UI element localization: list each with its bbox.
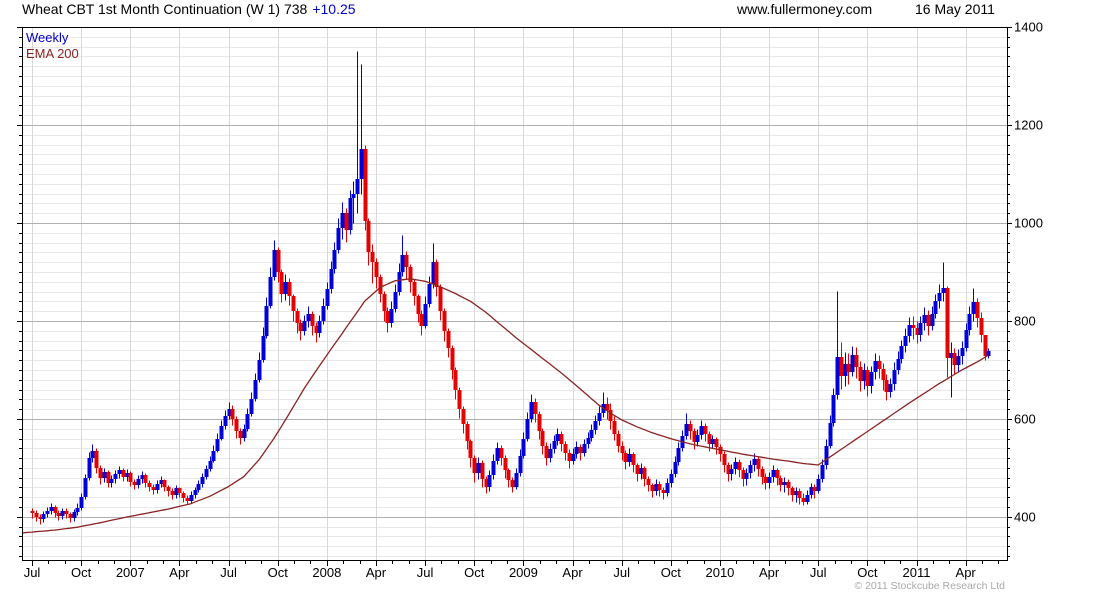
x-axis-label: Jul: [24, 565, 41, 580]
ema-200-line: [21, 278, 989, 534]
x-axis-label: Oct: [71, 565, 92, 580]
x-axis-label: 2008: [312, 565, 341, 580]
x-axis-label: Jul: [613, 565, 630, 580]
plot-frame: [22, 27, 1008, 561]
x-axis-label: Apr: [562, 565, 583, 580]
chart-title: Wheat CBT 1st Month Continuation (W 1) 7…: [22, 1, 356, 17]
x-axis-label: Oct: [857, 565, 878, 580]
y-axis-labels: 400 600 800 1000 1200 1400: [1014, 20, 1043, 525]
x-axis-label: Apr: [169, 565, 190, 580]
x-axis-label: Jul: [810, 565, 827, 580]
x-axis-label: 2010: [705, 565, 734, 580]
x-axis-label: 2007: [116, 565, 145, 580]
x-axis-label: Oct: [661, 565, 682, 580]
y-axis-label: 1400: [1014, 20, 1043, 35]
x-axis-label: Jul: [220, 565, 237, 580]
x-axis-labels: Jul Oct 2007 Apr Jul Oct 2008 Apr Jul Oct 2009 Apr J…: [24, 565, 977, 580]
y-axis-label: 400: [1014, 509, 1036, 524]
weekly-candles: [30, 51, 991, 525]
legend-weekly: Weekly: [26, 30, 69, 45]
y-axis-label: 1000: [1014, 215, 1043, 230]
legend-ema-200: EMA 200: [26, 46, 79, 61]
chart-title-text: Wheat CBT 1st Month Continuation (W 1) 7…: [22, 1, 308, 17]
y-axis-label: 600: [1014, 411, 1036, 426]
website-text: www.fullermoney.com: [737, 1, 873, 17]
chart-title-change: +10.25: [312, 1, 356, 17]
chart-date: 16 May 2011: [915, 1, 995, 17]
x-axis-label: Oct: [464, 565, 485, 580]
y-axis-label: 1200: [1014, 117, 1043, 132]
x-axis-label: 2011: [903, 565, 931, 580]
y-axis-label: 800: [1014, 313, 1036, 328]
y-axis: [17, 27, 1012, 557]
grid: [22, 27, 1007, 560]
x-axis: [32, 560, 999, 566]
x-axis-label: Jul: [417, 565, 434, 580]
x-axis-label: Apr: [956, 565, 977, 580]
x-axis-label: Apr: [759, 565, 780, 580]
x-axis-label: Apr: [366, 565, 387, 580]
copyright-text: © 2011 Stockcube Research Ltd: [854, 580, 1005, 592]
x-axis-label: Oct: [268, 565, 289, 580]
x-axis-label: 2009: [509, 565, 538, 580]
